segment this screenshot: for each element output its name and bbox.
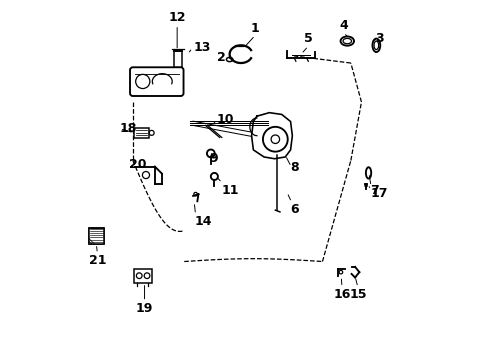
Text: 4: 4 [339,19,347,32]
Text: 15: 15 [348,288,366,301]
Text: 7: 7 [369,184,378,197]
Text: 2: 2 [217,51,225,64]
Text: 10: 10 [216,113,233,126]
Text: 3: 3 [375,32,384,45]
Text: 20: 20 [129,158,146,171]
Text: 1: 1 [250,22,259,35]
Circle shape [364,184,367,188]
Text: 8: 8 [290,161,299,174]
Text: 16: 16 [333,288,350,301]
Text: 19: 19 [136,302,153,315]
Bar [134,269,152,283]
FancyBboxPatch shape [130,67,183,96]
Text: 18: 18 [120,122,137,135]
Text: 13: 13 [193,41,210,54]
Bar [88,228,104,244]
Text: 21: 21 [88,255,106,267]
Text: 9: 9 [209,152,217,165]
Text: 17: 17 [369,187,387,200]
Text: 12: 12 [168,11,185,24]
Bar [88,228,104,244]
Text: 5: 5 [304,32,312,45]
Bar [174,51,182,67]
Bar [134,127,148,138]
Text: 11: 11 [221,184,239,197]
Text: 6: 6 [290,203,299,216]
Text: 14: 14 [195,215,212,229]
